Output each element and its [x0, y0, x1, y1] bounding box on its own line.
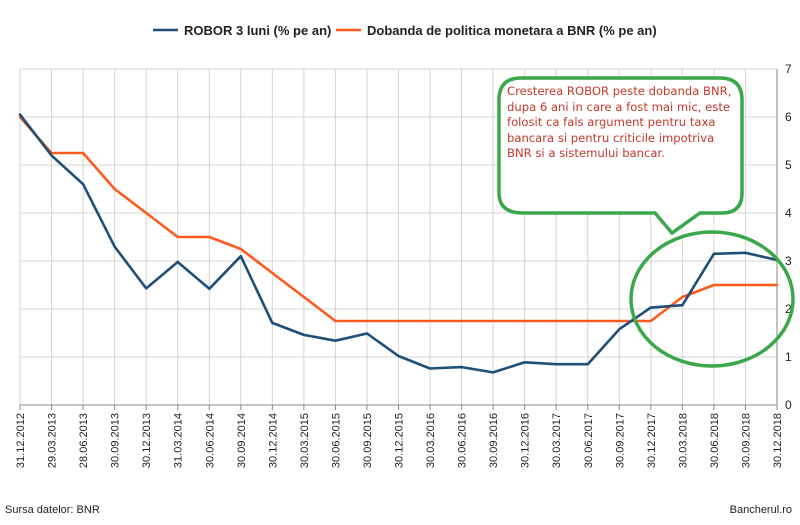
annotation-text: Cresterea ROBOR peste dobanda BNR, dupa … [507, 84, 732, 160]
y-tick-label: 1 [785, 350, 792, 364]
y-tick-label: 6 [785, 110, 792, 124]
data-point-robor [239, 255, 242, 258]
y-tick-label: 2 [785, 302, 792, 316]
data-point-bnr-rate [712, 283, 716, 287]
annotation-callout-bubble [497, 76, 744, 236]
data-point-bnr-rate [113, 187, 116, 191]
data-point-bnr-rate [649, 319, 653, 323]
data-point-robor [555, 363, 558, 366]
x-tick-label: 30.09.2017 [614, 413, 626, 468]
legend-label-bnr: Dobanda de politica monetara a BNR (% pe… [367, 23, 657, 38]
data-point-bnr-rate [176, 235, 179, 239]
axes [19, 69, 778, 410]
data-point-bnr-rate [775, 283, 779, 287]
x-tick-label: 30.03.2017 [551, 413, 563, 468]
data-point-robor [523, 361, 526, 364]
data-point-robor [712, 252, 716, 255]
x-tick-label: 30.12.2018 [772, 413, 784, 468]
data-point-robor [50, 154, 53, 157]
data-point-bnr-rate [744, 283, 747, 287]
x-tick-label: 30.06.2014 [204, 413, 216, 468]
data-point-bnr-rate [555, 319, 558, 323]
data-point-bnr-rate [491, 319, 495, 323]
data-point-robor [365, 332, 369, 335]
data-point-robor [18, 113, 22, 116]
data-point-robor [586, 363, 589, 366]
y-tick-label: 7 [785, 62, 792, 76]
x-tick-label: 30.09.2014 [236, 413, 248, 468]
data-point-robor [491, 371, 495, 374]
y-tick-label: 5 [785, 158, 792, 172]
data-point-bnr-rate [586, 319, 589, 323]
x-tick-label: 30.03.2018 [677, 413, 689, 468]
data-point-robor [334, 339, 337, 342]
x-tick-label: 30.03.2016 [425, 413, 437, 468]
data-point-robor [144, 287, 148, 290]
series-lines [18, 113, 779, 374]
data-point-bnr-rate [239, 247, 242, 251]
data-point-bnr-rate [460, 319, 463, 323]
legend: ROBOR 3 luni (% pe an) Dobanda de politi… [153, 23, 657, 38]
x-tick-label: 30.06.2016 [457, 413, 469, 468]
data-point-robor [113, 245, 116, 248]
x-tick-label: 30.09.2013 [110, 413, 122, 468]
data-point-bnr-rate [144, 211, 148, 215]
data-point-robor [460, 365, 463, 369]
x-tick-label: 30.06.2018 [709, 413, 721, 468]
data-point-robor [618, 327, 621, 331]
x-tick-label: 30.12.2014 [267, 413, 279, 468]
data-point-robor [208, 287, 211, 291]
data-point-robor [744, 251, 747, 255]
x-tick-label: 30.03.2015 [299, 413, 311, 468]
data-point-bnr-rate [397, 319, 400, 323]
x-tick-label: 31.12.2012 [15, 413, 27, 468]
data-point-bnr-rate [681, 295, 684, 299]
data-point-robor [649, 306, 653, 309]
y-tick-label: 4 [785, 206, 792, 220]
data-point-robor [81, 183, 85, 186]
x-tick-labels: 31.12.2012 29.03.2013 28.06.2013 30.09.2013… [15, 413, 784, 468]
x-tick-label: 29.03.2013 [47, 413, 59, 468]
data-point-bnr-rate [523, 319, 526, 323]
x-tick-label: 30.12.2016 [520, 413, 532, 468]
x-tick-label: 30.12.2013 [141, 413, 153, 468]
x-tick-label: 28.06.2013 [78, 413, 90, 468]
legend-label-robor: ROBOR 3 luni (% pe an) [184, 23, 331, 38]
data-point-bnr-rate [81, 151, 85, 155]
x-tick-label: 31.03.2014 [173, 413, 185, 468]
data-point-bnr-rate [618, 319, 621, 323]
y-tick-label: 3 [785, 254, 792, 268]
data-point-robor [271, 321, 274, 325]
x-tick-label: 30.06.2015 [330, 413, 342, 468]
data-point-robor [302, 333, 306, 337]
y-tick-labels: 0 1 2 3 4 5 6 7 [785, 62, 792, 412]
x-tick-label: 30.09.2015 [362, 413, 374, 468]
data-point-robor [428, 367, 432, 370]
data-point-robor [681, 303, 684, 307]
data-point-robor [397, 354, 400, 358]
data-point-bnr-rate [365, 319, 369, 323]
x-tick-label: 30.06.2017 [583, 413, 595, 468]
y-tick-label: 0 [785, 398, 792, 412]
x-tick-label: 30.09.2018 [740, 413, 752, 468]
data-point-bnr-rate [428, 319, 432, 323]
highlight-ellipse [629, 230, 795, 368]
source-note: Sursa datelor: BNR [5, 504, 100, 516]
data-point-bnr-rate [208, 235, 211, 239]
data-point-bnr-rate [302, 295, 306, 299]
brand-name: Bancherul.ro [730, 504, 792, 516]
x-tick-label: 30.12.2015 [394, 413, 406, 468]
data-point-bnr-rate [271, 271, 274, 275]
x-tick-label: 30.12.2017 [646, 413, 658, 468]
data-point-robor [176, 260, 179, 264]
x-tick-label: 30.09.2016 [488, 413, 500, 468]
data-point-bnr-rate [334, 319, 337, 323]
